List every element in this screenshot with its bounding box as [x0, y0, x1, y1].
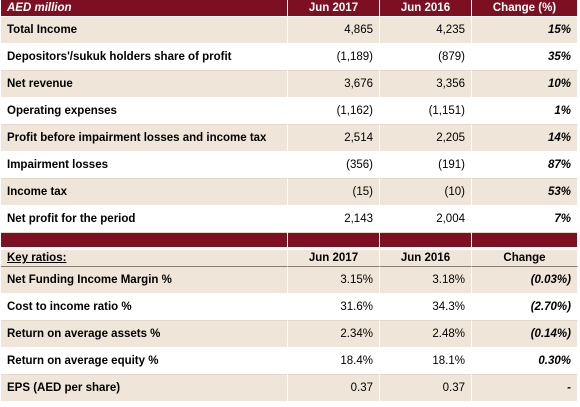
value-change: 0.30%	[472, 348, 578, 375]
ratios-header-jun-2016: Jun 2016	[380, 250, 472, 267]
row-label: Depositors'/sukuk holders share of profi…	[1, 44, 288, 71]
value-change: 35%	[472, 44, 578, 71]
table-header-row: AED million Jun 2017 Jun 2016 Change (%)	[1, 0, 578, 17]
table-row: Return on average assets % 2.34% 2.48% (0.1…	[1, 321, 578, 348]
table-row: Income tax (15) (10) 53%	[1, 179, 578, 206]
separator-cell	[380, 233, 472, 248]
row-label: Total Income	[1, 17, 288, 44]
row-label: Net profit for the period	[1, 206, 288, 233]
row-label: Operating expenses	[1, 98, 288, 125]
value-jun-2017: 2.34%	[288, 321, 380, 348]
table-row: Net revenue 3,676 3,356 10%	[1, 71, 578, 98]
value-change: 1%	[472, 98, 578, 125]
header-unit-label: AED million	[1, 0, 288, 17]
header-jun-2016: Jun 2016	[380, 0, 472, 17]
value-jun-2017: 2,514	[288, 125, 380, 152]
value-jun-2016: 34.3%	[380, 294, 472, 321]
value-change: 53%	[472, 179, 578, 206]
separator-cell	[472, 233, 578, 248]
ratios-header-row: Key ratios: Jun 2017 Jun 2016 Change	[1, 250, 578, 267]
table-row: Depositors'/sukuk holders share of profi…	[1, 44, 578, 71]
value-change: -	[472, 375, 578, 402]
gap-cell	[472, 248, 578, 250]
table-row: Profit before impairment losses and inco…	[1, 125, 578, 152]
table-row: EPS (AED per share) 0.37 0.37-	[1, 375, 578, 402]
value-jun-2017: 3,676	[288, 71, 380, 98]
value-jun-2017: (15)	[288, 179, 380, 206]
value-jun-2016: 3,356	[380, 71, 472, 98]
value-jun-2016: 2,004	[380, 206, 472, 233]
value-change: 10%	[472, 71, 578, 98]
value-jun-2017: 0.37	[288, 375, 380, 402]
row-label: Return on average assets %	[1, 321, 288, 348]
value-jun-2017: (1,162)	[288, 98, 380, 125]
value-jun-2016: (191)	[380, 152, 472, 179]
value-jun-2016: 3.18%	[380, 267, 472, 294]
row-label: Profit before impairment losses and inco…	[1, 125, 288, 152]
value-jun-2017: 4,865	[288, 17, 380, 44]
ratios-header-jun-2017: Jun 2017	[288, 250, 380, 267]
value-jun-2017: 18.4%	[288, 348, 380, 375]
value-jun-2016: 18.1%	[380, 348, 472, 375]
row-label: EPS (AED per share)	[1, 375, 288, 402]
row-label: Impairment losses	[1, 152, 288, 179]
value-jun-2017: 2,143	[288, 206, 380, 233]
value-change: 15%	[472, 17, 578, 44]
value-jun-2016: 4,235	[380, 17, 472, 44]
table-row: Cost to income ratio % 31.6% 34.3% (2.70%)	[1, 294, 578, 321]
row-label: Cost to income ratio %	[1, 294, 288, 321]
gap-cell	[380, 248, 472, 250]
table-row: Net Funding Income Margin % 3.15% 3.18% (0.…	[1, 267, 578, 294]
value-change: (0.14%)	[472, 321, 578, 348]
table-row: Impairment losses (356) (191) 87%	[1, 152, 578, 179]
separator-cell	[1, 233, 288, 248]
header-jun-2017: Jun 2017	[288, 0, 380, 17]
value-jun-2016: 2.48%	[380, 321, 472, 348]
value-jun-2016: 0.37	[380, 375, 472, 402]
row-label: Income tax	[1, 179, 288, 206]
value-jun-2017: (356)	[288, 152, 380, 179]
header-change: Change (%)	[472, 0, 578, 17]
value-jun-2016: (879)	[380, 44, 472, 71]
ratios-header-label: Key ratios:	[1, 250, 288, 267]
value-change: 14%	[472, 125, 578, 152]
table-row: Total Income 4,865 4,235 15%	[1, 17, 578, 44]
value-jun-2017: 31.6%	[288, 294, 380, 321]
value-jun-2016: (10)	[380, 179, 472, 206]
value-change: (2.70%)	[472, 294, 578, 321]
value-jun-2016: (1,151)	[380, 98, 472, 125]
ratios-title: Key ratios:	[7, 252, 67, 264]
row-label: Net revenue	[1, 71, 288, 98]
table-row: Net profit for the period 2,143 2,004 7%	[1, 206, 578, 233]
table-row: Operating expenses (1,162) (1,151) 1%	[1, 98, 578, 125]
section-separator	[1, 233, 578, 248]
section-gap	[1, 248, 578, 250]
gap-cell	[288, 248, 380, 250]
separator-cell	[288, 233, 380, 248]
row-label: Return on average equity %	[1, 348, 288, 375]
ratios-header-change: Change	[472, 250, 578, 267]
gap-cell	[1, 248, 288, 250]
value-change: 7%	[472, 206, 578, 233]
value-change: (0.03%)	[472, 267, 578, 294]
value-change: 87%	[472, 152, 578, 179]
value-jun-2017: (1,189)	[288, 44, 380, 71]
row-label: Net Funding Income Margin %	[1, 267, 288, 294]
value-jun-2017: 3.15%	[288, 267, 380, 294]
table-row: Return on average equity % 18.4% 18.1% 0.30…	[1, 348, 578, 375]
value-jun-2016: 2,205	[380, 125, 472, 152]
